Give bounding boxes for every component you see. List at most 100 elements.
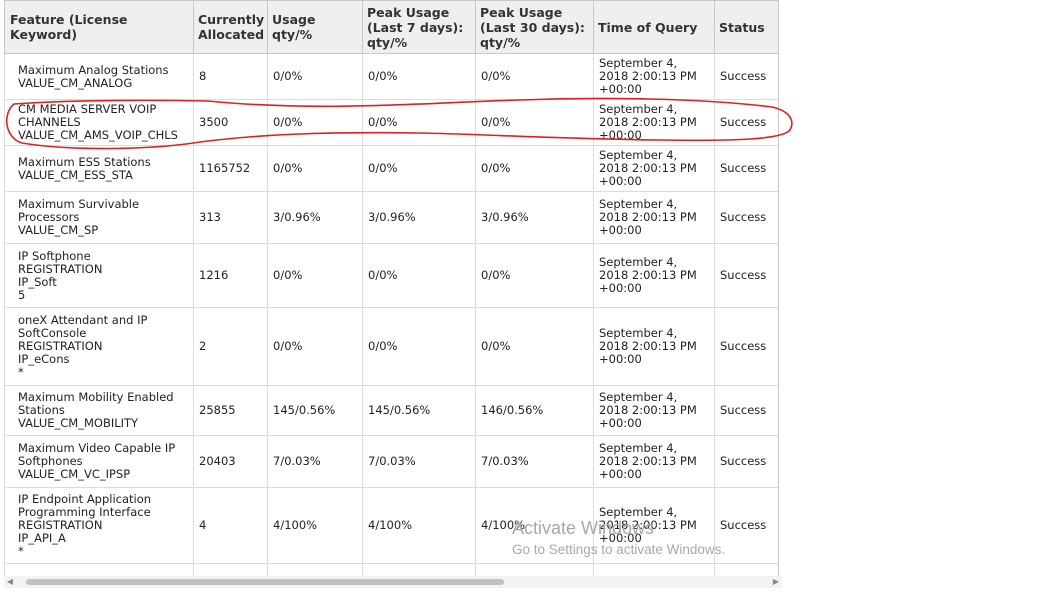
- time-of-query-cell: September 4, 2018 2:00:13 PM +00:00: [593, 435, 715, 488]
- table-row: Maximum Video Capable IP Softphones VALUE_…: [4, 435, 778, 488]
- status-cell: Success: [714, 487, 778, 564]
- time-line: +00:00: [599, 467, 642, 481]
- feature-line: REGISTRATION: [18, 518, 103, 532]
- feature-line: Maximum Mobility Enabled: [18, 390, 174, 404]
- feature-line: 5: [18, 287, 26, 302]
- time-line: +00:00: [599, 128, 642, 142]
- peak-30-days-cell: 0/0%: [475, 53, 594, 100]
- scroll-left-arrow-icon[interactable]: ◀: [6, 577, 14, 586]
- feature-line: VALUE_CM_ESS_STA: [18, 167, 133, 182]
- time-line: +00:00: [599, 174, 642, 188]
- table-row: IP Endpoint Application Programming Inter…: [4, 487, 778, 564]
- allocated-cell: 313: [193, 191, 268, 244]
- feature-line: Softphones: [18, 454, 83, 468]
- time-line: +00:00: [599, 416, 642, 430]
- feature-line: VALUE_CM_MOBILITY: [18, 416, 139, 430]
- feature-line: SoftConsole: [18, 326, 87, 340]
- time-line: September 4,: [599, 148, 678, 162]
- feature-line: IP_eCons: [18, 352, 70, 366]
- feature-line: VALUE_CM_ANALOG: [18, 75, 133, 90]
- feature-line: VALUE_CM_VC_IPSP: [18, 467, 131, 481]
- feature-cell: Maximum Mobility Enabled Stations VALUE_CM…: [4, 385, 194, 436]
- column-header-usage[interactable]: Usage qty/%: [267, 0, 363, 54]
- allocated-cell: 1165752: [193, 145, 268, 192]
- peak-30-days-cell: 0/0%: [475, 307, 594, 386]
- peak-7-days-cell: 4/100%: [362, 487, 476, 564]
- usage-cell: 145/0.56%: [267, 385, 363, 436]
- feature-cell: IP Softphone REGISTRATION IP_Soft 5: [4, 243, 194, 308]
- usage-cell: 7/0.03%: [267, 435, 363, 488]
- feature-line: Processors: [18, 210, 80, 224]
- allocated-cell: 2: [193, 307, 268, 386]
- peak-7-days-cell: 0/0%: [362, 307, 476, 386]
- time-line: September 4,: [599, 326, 678, 340]
- feature-line: Maximum ESS Stations: [18, 154, 151, 169]
- column-header-peak-30-days[interactable]: Peak Usage (Last 30 days): qty/%: [475, 0, 594, 54]
- feature-line: VALUE_CM_SP: [18, 223, 99, 237]
- usage-cell: 0/0%: [267, 99, 363, 146]
- table-header-row: Feature (License Keyword) Currently Allo…: [4, 0, 778, 54]
- feature-cell: CM MEDIA SERVER VOIP CHANNELS VALUE_CM_AMS…: [4, 99, 194, 146]
- feature-line: VALUE_CM_AMS_VOIP_CHLS: [18, 128, 178, 142]
- feature-cell: Maximum Stations: [4, 563, 194, 576]
- feature-cell: IP Endpoint Application Programming Inter…: [4, 487, 194, 564]
- feature-line: IP_Soft: [18, 274, 57, 289]
- usage-cell: 3/0.96%: [267, 191, 363, 244]
- usage-cell: 0/0%: [267, 145, 363, 192]
- column-header-status[interactable]: Status: [714, 0, 778, 54]
- peak-30-days-cell: 3/0.96%: [475, 191, 594, 244]
- feature-line: Programming Interface: [18, 505, 151, 519]
- column-header-feature[interactable]: Feature (License Keyword): [4, 0, 194, 54]
- peak-30-days-cell: 4/100%: [475, 487, 594, 564]
- feature-line: Stations: [18, 403, 65, 417]
- time-line: 2018 2:00:13 PM: [599, 339, 697, 353]
- time-line: 2018 2:00:13 PM: [599, 210, 697, 224]
- feature-line: Maximum Video Capable IP: [18, 441, 176, 455]
- time-of-query-cell: September 4, 2018 2:00:13 PM +00:00: [593, 99, 715, 146]
- horizontal-scrollbar[interactable]: ◀ ▶: [4, 576, 782, 588]
- feature-line: *: [18, 544, 24, 558]
- feature-line: Maximum Analog Stations: [18, 62, 169, 77]
- usage-cell: 4/100%: [267, 487, 363, 564]
- peak-30-days-cell: [475, 563, 594, 576]
- time-line: 2018 2:00:13 PM: [599, 69, 697, 83]
- time-line: +00:00: [599, 82, 642, 96]
- scroll-right-arrow-icon[interactable]: ▶: [772, 577, 780, 586]
- peak-30-days-cell: 7/0.03%: [475, 435, 594, 488]
- allocated-cell: 20403: [193, 435, 268, 488]
- feature-cell: oneX Attendant and IP SoftConsole REGISTRA…: [4, 307, 194, 386]
- time-of-query-cell: September 4,: [593, 563, 715, 576]
- column-header-time-of-query[interactable]: Time of Query: [593, 0, 715, 54]
- time-line: September 4,: [599, 441, 678, 455]
- feature-line: IP_API_A: [18, 531, 66, 545]
- time-line: September 4,: [599, 390, 678, 404]
- feature-line: IP Softphone: [18, 248, 91, 263]
- table-row: IP Softphone REGISTRATION IP_Soft 5 1216 0/0%…: [4, 243, 778, 308]
- time-line: September 4,: [599, 56, 678, 70]
- scrollbar-thumb[interactable]: [26, 579, 504, 585]
- table-row: Maximum ESS Stations VALUE_CM_ESS_STA 1165…: [4, 145, 778, 192]
- feature-cell: Maximum Survivable Processors VALUE_CM_SP: [4, 191, 194, 244]
- peak-30-days-cell: 0/0%: [475, 99, 594, 146]
- table-row: Maximum Mobility Enabled Stations VALUE_CM…: [4, 385, 778, 436]
- status-cell: [714, 563, 778, 576]
- table-row: Maximum Survivable Processors VALUE_CM_SP 3…: [4, 191, 778, 244]
- peak-30-days-cell: 146/0.56%: [475, 385, 594, 436]
- time-line: 2018 2:00:13 PM: [599, 161, 697, 175]
- feature-cell: Maximum ESS Stations VALUE_CM_ESS_STA: [4, 145, 194, 192]
- status-cell: Success: [714, 435, 778, 488]
- time-line: 2018 2:00:13 PM: [599, 403, 697, 417]
- table-row: Maximum Analog Stations VALUE_CM_ANALOG 8 0…: [4, 53, 778, 100]
- column-header-currently-allocated[interactable]: Currently Allocated: [193, 0, 268, 54]
- time-line: 2018 2:00:13 PM: [599, 454, 697, 468]
- feature-line: REGISTRATION: [18, 339, 103, 353]
- status-cell: Success: [714, 53, 778, 100]
- time-line: +00:00: [599, 281, 642, 295]
- peak-30-days-cell: 0/0%: [475, 145, 594, 192]
- allocated-cell: 4: [193, 487, 268, 564]
- table-row: oneX Attendant and IP SoftConsole REGISTRA…: [4, 307, 778, 386]
- feature-line: *: [18, 365, 24, 379]
- column-header-peak-7-days[interactable]: Peak Usage (Last 7 days): qty/%: [362, 0, 476, 54]
- status-cell: Success: [714, 145, 778, 192]
- feature-cell: Maximum Video Capable IP Softphones VALUE_…: [4, 435, 194, 488]
